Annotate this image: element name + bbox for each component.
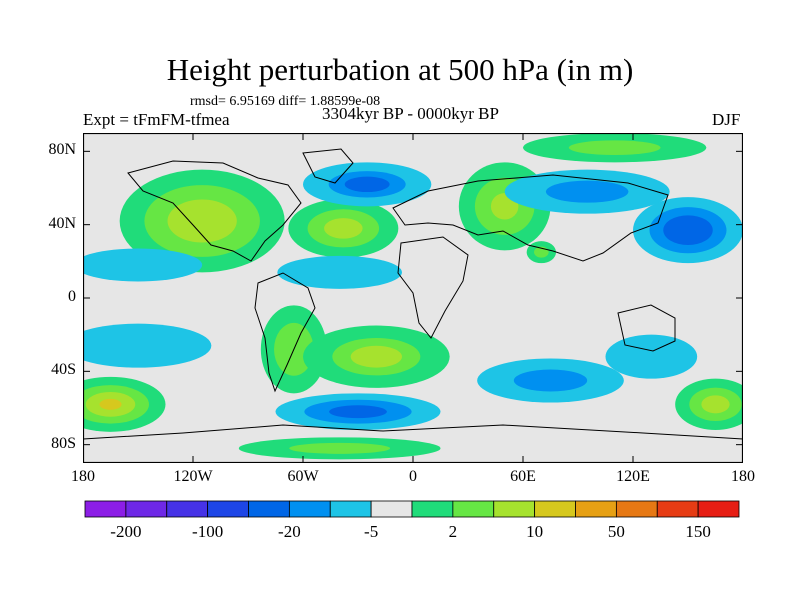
- colorbar-box-12: [534, 500, 576, 518]
- stats-line: rmsd= 6.95169 diff= 1.88599e-08: [190, 94, 381, 109]
- contour-greenland-negative-level-2: [344, 176, 390, 193]
- contour-australia-positive: [605, 334, 698, 379]
- colorbar-box-3: [166, 500, 209, 518]
- colorbar-label-1: -200: [110, 522, 141, 541]
- contour-antarctic-positive-level-1: [289, 442, 391, 454]
- colorbar-box-1: [84, 500, 127, 518]
- contour-arctic-positive-level-1: [568, 140, 661, 155]
- contour-north-america-positive-level-2: [167, 199, 237, 243]
- colorbar-box-6: [288, 500, 331, 518]
- lon-tick-label: 180: [71, 468, 95, 485]
- colorbar-label-7: 50: [608, 522, 625, 541]
- lon-tick-label: 120E: [616, 468, 650, 485]
- colorbar-box-11: [493, 500, 536, 518]
- contour-south-pacific-positive-level-3: [99, 398, 122, 410]
- coastline-1: [127, 160, 302, 262]
- contour-southern-ocean-negative-level-2: [329, 405, 387, 419]
- colorbar-box-14: [615, 500, 658, 518]
- coastline-3: [254, 272, 316, 393]
- contour-field: [83, 133, 743, 463]
- lat-tick-label: 40N: [48, 214, 76, 232]
- colorbar-box-10: [452, 500, 495, 518]
- coastline-6: [617, 304, 676, 352]
- colorbar-box-2: [125, 500, 168, 518]
- contour-south-atlantic-positive-level-2: [350, 345, 403, 368]
- lon-tick-label: 0: [409, 468, 417, 485]
- lon-tick-label: 60W: [287, 468, 319, 485]
- lat-tick-label: 40S: [51, 361, 76, 379]
- colorbar-label-5: 2: [449, 522, 458, 541]
- contour-atlantic-band-negative: [277, 255, 402, 289]
- height-perturbation-map: [83, 133, 743, 463]
- colorbar-box-13: [575, 500, 617, 518]
- colorbar-label-6: 10: [526, 522, 543, 541]
- lon-tick-label: 120W: [173, 468, 213, 485]
- lat-tick-label: 80S: [51, 434, 76, 452]
- contour-north-atlantic-positive-level-2: [324, 218, 363, 239]
- colorbar-box-8: [370, 500, 413, 518]
- contour-pacific-band-negative: [83, 248, 203, 282]
- colorbar-box-15: [656, 500, 699, 518]
- period-label: 3304kyr BP - 0000kyr BP: [322, 104, 499, 123]
- colorbar-box-9: [411, 500, 454, 518]
- contour-tasman-positive-level-2: [701, 395, 730, 414]
- lat-tick-label: 0: [68, 288, 76, 305]
- contour-siberia-negative-level-1: [545, 180, 629, 203]
- colorbar-box-4: [207, 500, 249, 518]
- colorbar-box-16: [697, 500, 740, 518]
- colorbar-label-3: -20: [278, 522, 301, 541]
- contour-indian-ocean-south-negative-level-1: [513, 369, 588, 392]
- plot-title: Height perturbation at 500 hPa (in m): [166, 52, 634, 87]
- colorbar-label-4: -5: [364, 522, 378, 541]
- coastline-4: [392, 174, 669, 262]
- coastline-2: [302, 148, 354, 184]
- colorbar: -200 -100 -20 -5 2 10 50 150: [84, 500, 740, 541]
- colorbar-box-5: [248, 500, 290, 518]
- coastline-7: [83, 424, 743, 463]
- lon-tick-label: 60E: [510, 468, 536, 485]
- lat-tick-label: 80N: [48, 141, 76, 159]
- colorbar-label-8: 150: [685, 522, 711, 541]
- lon-tick-label: 180: [731, 468, 755, 485]
- colorbar-label-2: -100: [192, 522, 223, 541]
- contour-south-pacific-band-negative: [83, 323, 212, 368]
- season-label: DJF: [712, 110, 741, 129]
- colorbar-box-7: [329, 500, 372, 518]
- coastline-5: [397, 236, 469, 339]
- contour-north-pacific-negative-level-2: [663, 215, 713, 246]
- experiment-label: Expt = tFmFM-tfmea: [83, 110, 230, 129]
